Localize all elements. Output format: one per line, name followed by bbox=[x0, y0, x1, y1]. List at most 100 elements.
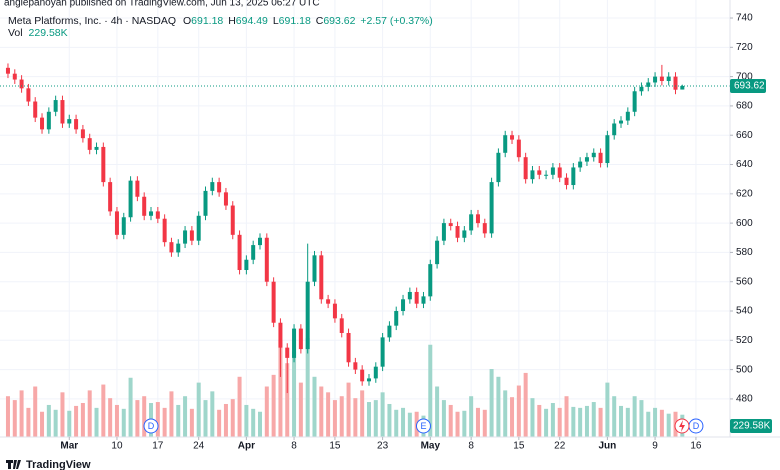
candle-body bbox=[312, 255, 317, 282]
y-tick-label: 480 bbox=[736, 394, 753, 405]
volume-bar bbox=[326, 392, 331, 437]
volume-bar bbox=[666, 413, 671, 437]
volume-bar bbox=[67, 410, 72, 437]
volume-bar bbox=[264, 386, 269, 437]
candle-body bbox=[203, 190, 208, 216]
volume-bar bbox=[387, 403, 392, 437]
candle-body bbox=[435, 240, 440, 265]
candle-body bbox=[210, 182, 215, 191]
x-tick-label: Jun bbox=[599, 441, 617, 452]
volume-bar bbox=[380, 392, 385, 437]
candle-body bbox=[516, 139, 521, 158]
symbol: Meta Platforms, Inc. · 4h · NASDAQ bbox=[8, 15, 176, 27]
volume-bar bbox=[94, 407, 99, 437]
h-letter: H bbox=[228, 15, 236, 27]
y-tick-label: 660 bbox=[736, 130, 753, 141]
candle-body bbox=[257, 237, 262, 246]
candle-body bbox=[394, 311, 399, 326]
volume-bar bbox=[40, 411, 45, 437]
volume-bar bbox=[530, 398, 535, 437]
volume-tag bbox=[730, 419, 772, 433]
candle-body bbox=[5, 67, 10, 74]
candle-body bbox=[387, 325, 392, 338]
l-value: 691.18 bbox=[279, 15, 311, 27]
volume-bar bbox=[101, 384, 106, 437]
event-label: E bbox=[420, 421, 426, 431]
volume-bar bbox=[80, 403, 85, 437]
candle-body bbox=[380, 337, 385, 367]
y-tick-label: 540 bbox=[736, 306, 753, 317]
volume-bar bbox=[448, 404, 453, 437]
candle-body bbox=[169, 242, 174, 253]
volume-bar bbox=[210, 391, 215, 437]
y-tick-label: 620 bbox=[736, 188, 753, 199]
candle-body bbox=[441, 223, 446, 241]
volume-bar bbox=[128, 377, 133, 437]
volume-bar bbox=[237, 376, 242, 437]
l-letter: L bbox=[273, 15, 279, 27]
candle-body bbox=[33, 101, 38, 118]
volume-bar bbox=[183, 396, 188, 437]
candle-body bbox=[264, 237, 269, 282]
candle-body bbox=[94, 146, 99, 150]
volume-bar bbox=[319, 386, 324, 437]
volume-bar bbox=[584, 405, 589, 437]
candle-body bbox=[414, 291, 419, 304]
y-tick-label: 520 bbox=[736, 335, 753, 346]
volume-bar bbox=[312, 376, 317, 437]
volume-bar bbox=[87, 390, 92, 437]
candle-body bbox=[271, 281, 276, 323]
candle-body bbox=[60, 100, 65, 124]
last-price-label: 693.62 bbox=[734, 81, 765, 92]
event-marker bbox=[415, 418, 431, 434]
candle-body bbox=[149, 211, 154, 216]
candle-body bbox=[319, 255, 324, 300]
volume-legend: Vol 229.58K bbox=[8, 27, 68, 39]
o-value: 691.18 bbox=[191, 15, 223, 27]
candle-body bbox=[326, 299, 331, 304]
y-tick-label: 600 bbox=[736, 218, 753, 229]
candle-body bbox=[537, 170, 542, 175]
last-price-tag bbox=[730, 78, 766, 93]
candle-body bbox=[625, 111, 630, 121]
volume-bar bbox=[332, 400, 337, 437]
volume-bar bbox=[285, 363, 290, 437]
candle-body bbox=[673, 76, 678, 90]
volume-bar bbox=[5, 396, 10, 437]
candle-body bbox=[428, 264, 433, 297]
candle-body bbox=[19, 79, 24, 89]
x-tick-label: 17 bbox=[152, 441, 164, 452]
candle-body bbox=[217, 182, 222, 193]
volume-bar bbox=[230, 399, 235, 437]
candle-body bbox=[421, 296, 426, 304]
volume-bar bbox=[619, 405, 624, 437]
candle-body bbox=[598, 152, 603, 164]
candle-body bbox=[632, 91, 637, 112]
candle-body bbox=[339, 318, 344, 333]
candle-body bbox=[251, 245, 256, 260]
grid-layer bbox=[0, 0, 730, 437]
volume-value: 229.58K bbox=[29, 27, 68, 39]
candle-body bbox=[101, 146, 106, 183]
volume-bar bbox=[653, 407, 658, 437]
candle-body bbox=[121, 217, 126, 235]
volume-bar bbox=[169, 391, 174, 437]
volume-bar bbox=[53, 409, 58, 437]
candle-body bbox=[523, 157, 528, 180]
volume-bar bbox=[251, 408, 256, 437]
volume-bar bbox=[544, 408, 549, 437]
c-value: 693.62 bbox=[323, 15, 355, 27]
volume-bar bbox=[298, 382, 303, 437]
x-tick-label: Apr bbox=[238, 441, 255, 452]
volume-bar bbox=[121, 408, 126, 437]
candle-body bbox=[67, 119, 72, 124]
candle-body bbox=[584, 157, 589, 162]
candle-body bbox=[278, 322, 283, 348]
candle-body bbox=[612, 123, 617, 136]
volume-bar bbox=[612, 396, 617, 437]
volume-bar bbox=[360, 390, 365, 437]
y-tick-label: 720 bbox=[736, 42, 753, 53]
volume-bar bbox=[441, 400, 446, 437]
candle-body bbox=[530, 170, 535, 180]
